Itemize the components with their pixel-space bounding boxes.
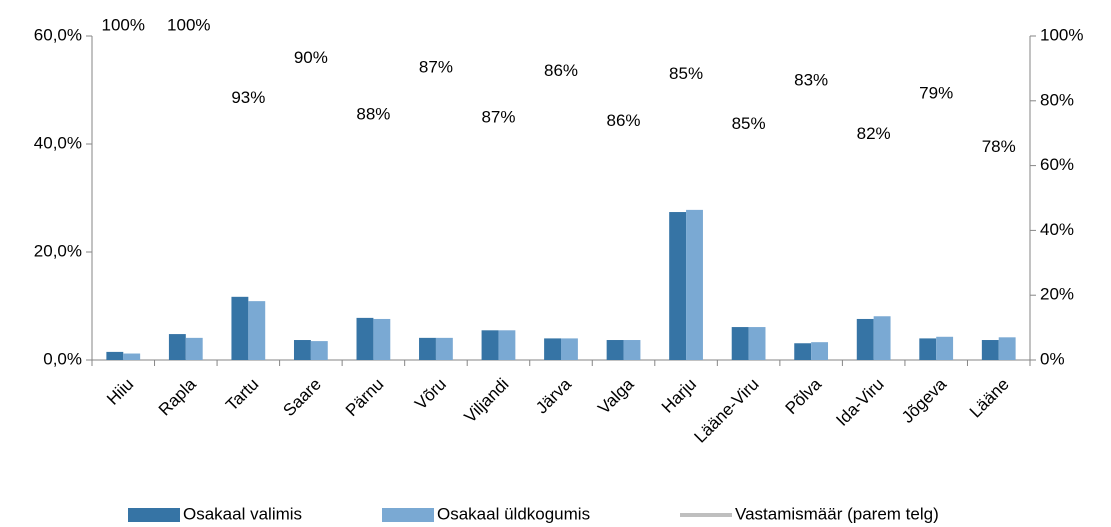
data-label: 82% xyxy=(857,124,891,143)
bar xyxy=(623,340,641,360)
bar xyxy=(544,338,561,360)
y-tick-label: 60,0% xyxy=(34,25,82,44)
y2-tick-label: 20% xyxy=(1040,285,1074,304)
x-tick-label: Hiiu xyxy=(103,375,137,409)
x-tick-label: Viljandi xyxy=(460,375,512,427)
bar xyxy=(981,340,999,360)
y-tick-label: 0,0% xyxy=(43,349,82,368)
data-label: 100% xyxy=(167,15,210,34)
bar xyxy=(248,301,266,360)
x-tick-label: Pärnu xyxy=(342,375,388,421)
x-tick-label: Lääne-Viru xyxy=(691,375,763,447)
bar xyxy=(435,337,453,360)
data-label: 90% xyxy=(294,48,328,67)
bar xyxy=(123,353,141,360)
x-tick-label: Tartu xyxy=(222,375,262,415)
bar xyxy=(231,296,249,360)
y2-tick-label: 100% xyxy=(1040,25,1083,44)
bar xyxy=(919,338,937,360)
bar xyxy=(310,341,328,360)
data-label: 79% xyxy=(919,84,953,103)
y2-tick-label: 40% xyxy=(1040,220,1074,239)
bar xyxy=(811,342,829,360)
bar xyxy=(998,337,1016,360)
x-tick-label: Saare xyxy=(279,375,325,421)
bar xyxy=(356,317,374,360)
data-label: 86% xyxy=(544,61,578,80)
y-tick-label: 40,0% xyxy=(34,133,82,152)
data-label: 88% xyxy=(356,104,390,123)
bar xyxy=(185,337,203,360)
x-tick-label: Rapla xyxy=(155,374,200,419)
x-tick-label: Valga xyxy=(594,374,638,418)
x-tick-label: Põlva xyxy=(782,374,826,418)
data-label: 85% xyxy=(669,64,703,83)
data-label: 85% xyxy=(732,114,766,133)
bar xyxy=(293,340,311,360)
bar xyxy=(168,334,186,360)
y-tick-label: 20,0% xyxy=(34,241,82,260)
y2-tick-label: 0% xyxy=(1040,349,1065,368)
legend-label: Vastamismäär (parem telg) xyxy=(735,504,939,523)
x-tick-label: Võru xyxy=(411,375,450,414)
bar xyxy=(873,316,891,360)
x-tick-label: Lääne xyxy=(966,375,1013,422)
bar xyxy=(669,212,687,360)
x-tick-label: Järva xyxy=(532,374,575,417)
data-label: 100% xyxy=(102,15,145,34)
data-label: 78% xyxy=(982,137,1016,156)
data-label: 87% xyxy=(481,108,515,127)
data-label: 87% xyxy=(419,58,453,77)
bar xyxy=(856,318,874,360)
bar xyxy=(686,209,703,360)
bar xyxy=(731,327,749,360)
legend-swatch xyxy=(128,508,180,522)
data-label: 86% xyxy=(607,111,641,130)
legend-label: Osakaal valimis xyxy=(183,504,302,523)
bar xyxy=(936,336,954,360)
bar xyxy=(498,330,516,360)
x-tick-label: Ida-Viru xyxy=(832,375,887,430)
bar xyxy=(106,351,124,360)
bar xyxy=(561,338,578,360)
x-tick-label: Harju xyxy=(658,375,700,417)
x-tick-label: Jõgeva xyxy=(898,374,951,427)
legend-swatch xyxy=(382,508,434,522)
bar xyxy=(794,343,812,360)
bar xyxy=(606,340,624,360)
bar xyxy=(419,337,436,360)
y2-tick-label: 80% xyxy=(1040,90,1074,109)
y2-tick-label: 60% xyxy=(1040,155,1074,174)
data-label: 83% xyxy=(794,71,828,90)
bar xyxy=(373,318,391,360)
bar xyxy=(481,330,499,360)
legend-label: Osakaal üldkogumis xyxy=(437,504,590,523)
data-label: 93% xyxy=(231,88,265,107)
bar xyxy=(748,327,766,360)
